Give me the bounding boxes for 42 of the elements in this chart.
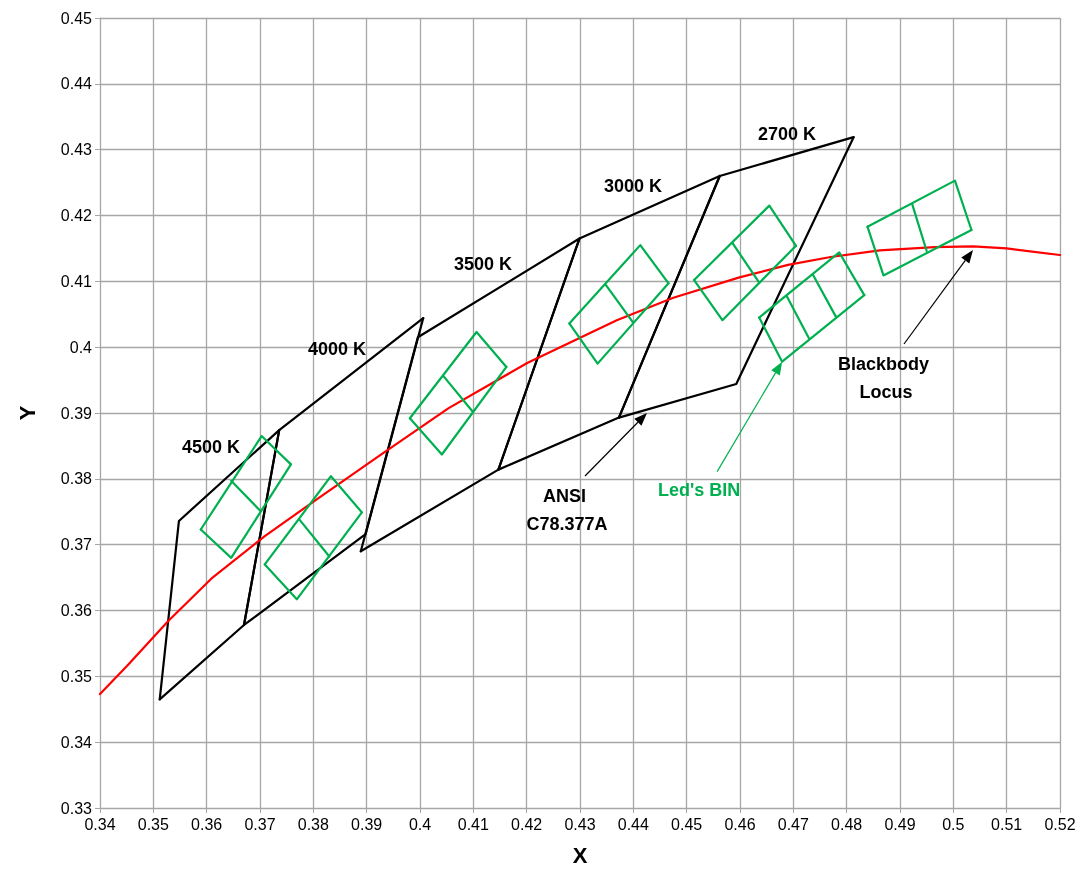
x-tick-label: 0.44 — [617, 815, 650, 833]
annotation: 3500 K — [453, 254, 513, 274]
y-tick-label: 0.34 — [60, 733, 93, 751]
annotation: Blackbody Locus — [837, 354, 935, 402]
y-tick-label: 0.37 — [60, 536, 93, 554]
annotation: ANSI C78.377A — [526, 486, 608, 534]
x-tick-label: 0.51 — [991, 815, 1023, 833]
y-tick-label: 0.35 — [60, 667, 93, 685]
y-axis-title: Y — [14, 405, 40, 421]
y-tick-label: 0.4 — [69, 338, 93, 356]
x-tick-label: 0.36 — [191, 815, 223, 833]
annotation: 3000 K — [603, 176, 663, 196]
annotation: 4000 K — [307, 339, 367, 359]
y-tick-label: 0.44 — [60, 75, 93, 93]
y-tick-label: 0.45 — [60, 9, 93, 27]
x-tick-label: 0.34 — [84, 815, 116, 833]
y-tick-label: 0.36 — [60, 602, 93, 619]
x-tick-label: 0.45 — [671, 815, 703, 833]
x-tick-label: 0.41 — [457, 815, 490, 833]
y-tick-label: 0.43 — [60, 141, 93, 159]
x-tick-label: 0.37 — [244, 815, 276, 833]
y-tick-label: 0.41 — [60, 272, 93, 290]
x-tick-label: 0.35 — [137, 815, 170, 833]
annotation: 2700 K — [757, 124, 817, 144]
x-tick-label: 0.4 — [408, 815, 432, 833]
x-tick-label: 0.42 — [511, 815, 543, 833]
annotation: 4500 K — [181, 437, 241, 457]
x-tick-label: 0.48 — [831, 815, 863, 833]
x-tick-label: 0.5 — [942, 815, 965, 833]
x-tick-label: 0.52 — [1044, 815, 1076, 833]
x-tick-label: 0.38 — [297, 815, 330, 833]
y-tick-label: 0.42 — [60, 207, 93, 224]
text: Led's BIN — [657, 479, 741, 500]
x-tick-label: 0.39 — [351, 815, 383, 833]
x-tick-label: 0.43 — [564, 815, 596, 833]
y-tick-label: 0.33 — [60, 799, 93, 817]
x-tick-label: 0.47 — [777, 815, 810, 833]
x-tick-label: 0.49 — [884, 815, 916, 833]
x-tick-label: 0.46 — [724, 815, 756, 833]
x-axis-title: X — [572, 842, 588, 868]
y-tick-label: 0.39 — [60, 404, 93, 422]
y-tick-label: 0.38 — [60, 470, 93, 488]
